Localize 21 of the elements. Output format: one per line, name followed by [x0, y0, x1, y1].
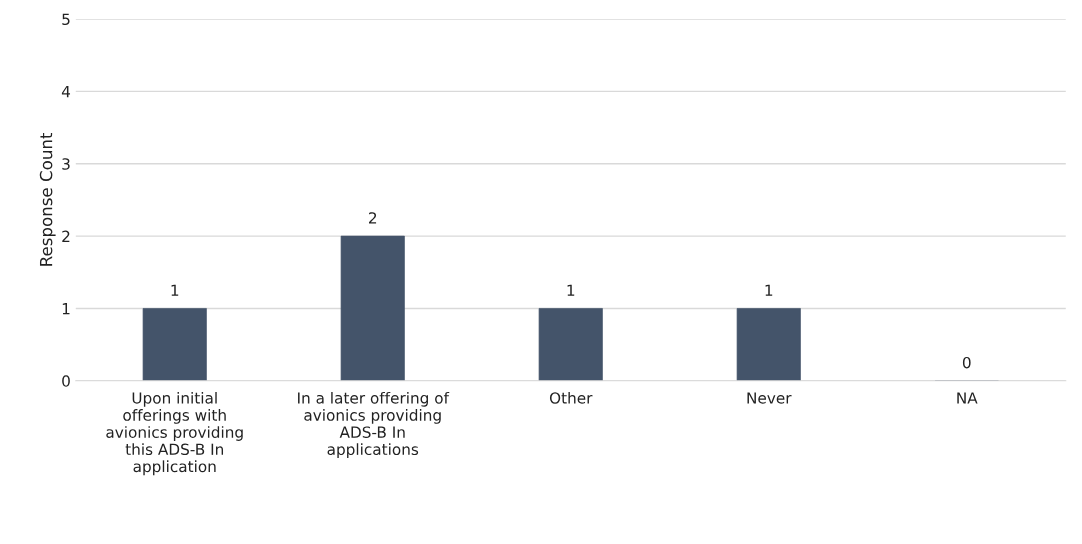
x-tick-label: Upon initial offerings with avionics providing this ADS-B In application [106, 391, 243, 476]
x-tick-label: Never [747, 392, 792, 404]
data-label: 1 [567, 284, 575, 296]
data-label: 0 [962, 356, 971, 369]
y-tick-label: 3 [62, 158, 70, 170]
data-label: 1 [765, 284, 773, 296]
bar [538, 308, 603, 381]
y-axis-title: Response Count [39, 132, 56, 266]
y-tick-label: 1 [62, 303, 70, 315]
y-tick-label: 2 [62, 230, 70, 242]
x-tick-label: In a later offering of avionics providing ADS-B In applications [298, 391, 450, 459]
bar [340, 235, 405, 381]
bar [736, 308, 801, 381]
y-tick-label: 4 [61, 86, 71, 98]
x-tick-label: NA [957, 392, 978, 404]
data-label: 1 [171, 284, 179, 296]
y-tick-label: 5 [62, 13, 70, 26]
data-label: 2 [369, 212, 377, 224]
x-tick-label: Other [549, 391, 593, 404]
bar [142, 308, 207, 381]
y-tick-label: 0 [62, 375, 70, 387]
